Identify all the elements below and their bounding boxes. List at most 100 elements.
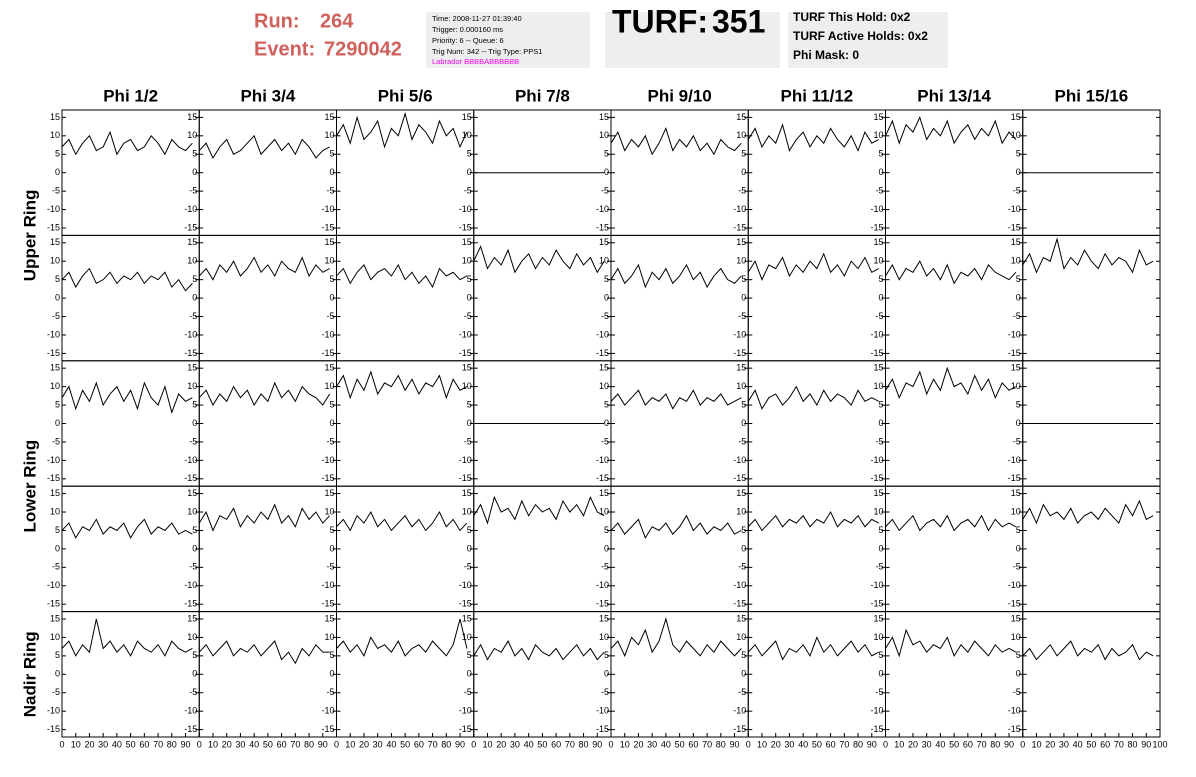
y-tick-label: -5 [52,687,60,697]
x-tick-label: 30 [647,739,657,749]
y-tick-label: -15 [184,222,197,232]
y-tick-label: -15 [47,473,60,483]
y-tick-label: -15 [596,222,609,232]
y-tick-label: -10 [733,455,746,465]
x-tick-label: 70 [702,739,712,749]
y-tick-label: 5 [55,399,60,409]
y-tick-label: 5 [1016,149,1021,159]
y-tick-label: -5 [1013,687,1021,697]
y-tick-label: 10 [324,381,334,391]
x-tick-label: 20 [1045,739,1055,749]
y-tick-label: -15 [733,599,746,609]
y-tick-label: -10 [596,706,609,716]
y-tick-label: 5 [329,650,334,660]
y-tick-label: 15 [187,363,197,373]
turf-info-line: Phi Mask: 0 [793,48,859,62]
y-tick-label: 15 [873,613,883,623]
y-tick-label: 15 [736,488,746,498]
info-line: Time: 2008-11-27 01:39:40 [432,14,522,23]
y-tick-label: -5 [601,311,609,321]
x-tick-label: 10 [345,739,355,749]
y-tick-label: 15 [187,613,197,623]
y-tick-label: 15 [50,613,60,623]
x-tick-label: 60 [551,739,561,749]
y-tick-label: 10 [736,256,746,266]
waveform [1022,499,1154,525]
waveform [747,510,879,532]
column-header: Phi 9/10 [647,86,711,105]
y-tick-label: 5 [329,399,334,409]
y-tick-label: 15 [50,363,60,373]
y-tick-label: 10 [324,632,334,642]
x-tick-label: 20 [771,739,781,749]
y-tick-label: -15 [870,348,883,358]
x-tick-label: 80 [167,739,177,749]
info-line: Priority: 6 -- Queue: 6 [432,36,504,45]
y-tick-label: 10 [1011,381,1021,391]
y-tick-label: 5 [467,399,472,409]
y-tick-label: -5 [601,186,609,196]
y-tick-label: 15 [324,488,334,498]
x-tick-label: 80 [304,739,314,749]
x-tick-label: 60 [277,739,287,749]
waveform [610,389,742,410]
y-tick-label: -15 [47,222,60,232]
x-tick-label: 90 [455,739,465,749]
waveform [747,385,879,410]
y-tick-label: 15 [462,613,472,623]
y-tick-label: -10 [184,329,197,339]
y-tick-label: 15 [324,112,334,122]
y-tick-label: 10 [50,506,60,516]
y-tick-label: 0 [192,292,197,302]
waveform [336,370,468,400]
info-box [426,12,590,68]
y-tick-label: -10 [596,580,609,590]
waveform [473,245,605,274]
y-tick-label: 15 [50,112,60,122]
y-tick-label: 5 [192,149,197,159]
turf-info-line: TURF This Hold: 0x2 [793,10,911,24]
y-tick-label: -10 [1008,204,1021,214]
y-tick-label: 0 [604,543,609,553]
y-tick-label: -15 [596,348,609,358]
y-tick-label: -15 [47,599,60,609]
column-header: Phi 13/14 [917,86,991,105]
y-tick-label: 5 [329,274,334,284]
y-tick-label: 15 [736,363,746,373]
x-tick-label: 60 [1100,739,1110,749]
waveform [336,111,468,149]
y-tick-label: 15 [873,112,883,122]
x-tick-label: 20 [84,739,94,749]
y-tick-label: -5 [601,562,609,572]
x-tick-label: 40 [798,739,808,749]
y-tick-label: 15 [462,112,472,122]
x-tick-label: 20 [496,739,506,749]
y-tick-label: 0 [741,543,746,553]
info-line: Trig Num: 342 -- Trig Type: PPS1 [432,47,542,56]
y-tick-label: -10 [459,329,472,339]
y-tick-label: -10 [459,706,472,716]
y-tick-label: -15 [184,599,197,609]
y-tick-label: 5 [1016,399,1021,409]
y-tick-label: -5 [464,562,472,572]
y-tick-label: 15 [324,363,334,373]
waveform [198,134,330,159]
y-tick-label: 5 [1016,274,1021,284]
y-tick-label: 0 [55,292,60,302]
y-tick-label: 5 [878,525,883,535]
x-tick-label: 10 [208,739,218,749]
y-tick-label: -15 [596,724,609,734]
y-tick-label: -5 [738,562,746,572]
y-tick-label: 15 [462,363,472,373]
x-tick-label: 80 [1128,739,1138,749]
y-tick-label: 15 [599,237,609,247]
y-tick-label: -15 [870,724,883,734]
y-tick-label: 10 [736,381,746,391]
y-tick-label: -5 [875,562,883,572]
y-tick-label: -10 [47,580,60,590]
y-tick-label: 15 [599,363,609,373]
x-tick-label: 80 [716,739,726,749]
y-tick-label: -10 [870,204,883,214]
waveform [885,260,1017,285]
y-tick-label: -10 [321,204,334,214]
